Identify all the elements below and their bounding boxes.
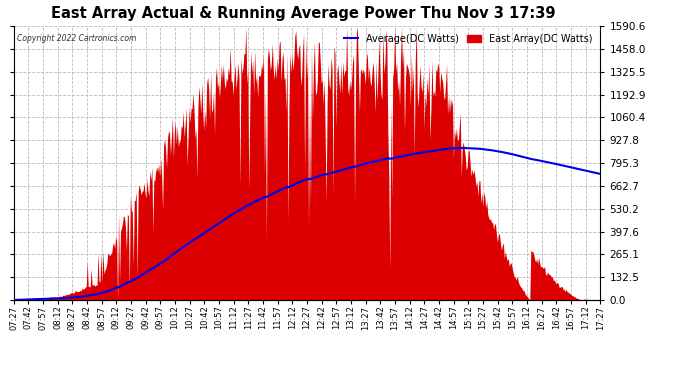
Text: East Array Actual & Running Average Power Thu Nov 3 17:39: East Array Actual & Running Average Powe… [51, 6, 556, 21]
Text: Copyright 2022 Cartronics.com: Copyright 2022 Cartronics.com [17, 34, 136, 44]
Legend: Average(DC Watts), East Array(DC Watts): Average(DC Watts), East Array(DC Watts) [344, 34, 593, 44]
